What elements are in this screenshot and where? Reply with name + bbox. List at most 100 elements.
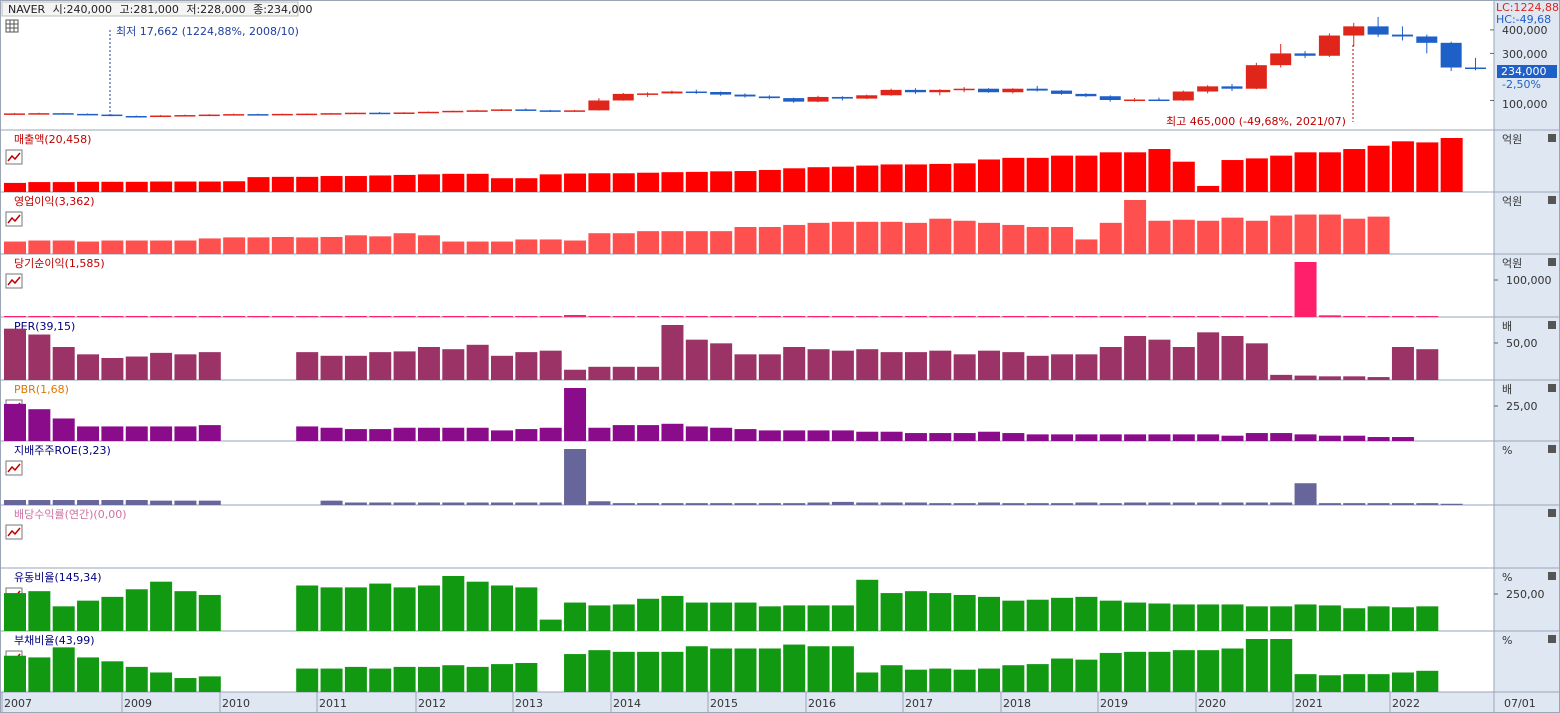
indicator-bar xyxy=(515,178,538,192)
candle-body xyxy=(1465,67,1486,70)
indicator-bar xyxy=(1197,220,1220,254)
indicator-bar xyxy=(417,174,440,192)
indicator-bar xyxy=(150,672,173,692)
indicator-bar xyxy=(710,316,733,317)
high-annotation: 최고 465,000 (-49,68%, 2021/07) xyxy=(1166,115,1346,128)
indicator-bar xyxy=(564,388,587,441)
indicator-bar xyxy=(1026,227,1049,254)
candle-body xyxy=(856,95,878,99)
price-tick-300k: 300,000 xyxy=(1502,48,1548,61)
indicator-bar xyxy=(77,241,100,254)
indicator-bar xyxy=(637,503,660,505)
x-axis-label: 2016 xyxy=(808,697,836,710)
indicator-bar xyxy=(442,349,465,380)
candle-body xyxy=(125,116,147,118)
indicator-bar xyxy=(734,648,757,692)
indicator-bar xyxy=(953,316,976,317)
indicator-bar xyxy=(637,425,660,441)
indicator-bar xyxy=(320,236,343,254)
indicator-bar xyxy=(1075,316,1098,317)
indicator-bar xyxy=(588,605,611,631)
indicator-bar xyxy=(856,672,879,692)
indicator-bar xyxy=(296,237,319,254)
indicator-bar xyxy=(831,350,854,380)
panel-close-icon[interactable] xyxy=(1548,258,1556,266)
indicator-bar xyxy=(710,171,733,192)
indicator-bar xyxy=(442,576,465,631)
indicator-bar xyxy=(101,358,124,380)
indicator-bar xyxy=(1318,675,1341,692)
indicator-bar xyxy=(758,354,781,380)
candle-body xyxy=(296,113,318,116)
indicator-bar xyxy=(1099,152,1122,192)
indicator-bar xyxy=(77,426,100,441)
x-axis-label: 2007 xyxy=(4,697,32,710)
indicator-bar xyxy=(685,231,708,254)
indicator-settings-icon[interactable] xyxy=(5,149,23,165)
panel-close-icon[interactable] xyxy=(1548,384,1556,392)
indicator-bar xyxy=(174,426,197,441)
panel-close-icon[interactable] xyxy=(1548,572,1556,580)
indicator-bar xyxy=(539,174,562,192)
indicator-bar xyxy=(1099,316,1122,317)
indicator-bar xyxy=(1270,316,1293,317)
panel-close-icon[interactable] xyxy=(1548,196,1556,204)
candle-body xyxy=(710,92,732,95)
panel-close-icon[interactable] xyxy=(1548,509,1556,517)
price-tick-400k: 400,000 xyxy=(1502,24,1548,37)
indicator-bar xyxy=(4,241,26,254)
indicator-bar xyxy=(77,316,100,317)
indicator-bar xyxy=(758,430,781,441)
indicator-settings-icon[interactable] xyxy=(5,460,23,476)
indicator-bar xyxy=(174,181,197,192)
indicator-bar xyxy=(344,666,367,692)
candle-body xyxy=(101,114,123,117)
panel-close-icon[interactable] xyxy=(1548,134,1556,142)
indicator-bar xyxy=(1075,596,1098,631)
indicator-bar xyxy=(125,426,148,441)
indicator-bar xyxy=(417,666,440,692)
indicator-bar xyxy=(1026,434,1049,441)
indicator-bar xyxy=(1343,376,1366,380)
indicator-bar xyxy=(369,236,392,254)
grid-toggle-icon[interactable] xyxy=(5,19,19,33)
indicator-bar xyxy=(904,669,927,692)
indicator-bar xyxy=(831,501,854,505)
indicator-bar xyxy=(1343,316,1366,317)
indicator-bar xyxy=(150,352,173,380)
indicator-bar xyxy=(758,648,781,692)
indicator-bar xyxy=(174,500,197,505)
indicator-bar xyxy=(466,241,489,254)
indicator-settings-icon[interactable] xyxy=(5,524,23,540)
panel-close-icon[interactable] xyxy=(1548,635,1556,643)
panel-close-icon[interactable] xyxy=(1548,445,1556,453)
indicator-bar xyxy=(637,172,660,192)
indicator-bar xyxy=(1075,155,1098,192)
candle-body xyxy=(1148,99,1170,102)
indicator-bar xyxy=(758,316,781,317)
indicator-bar xyxy=(1148,651,1171,692)
indicator-bar xyxy=(28,316,51,317)
candle-body xyxy=(1416,36,1438,43)
indicator-bar xyxy=(198,676,221,692)
indicator-bar xyxy=(685,646,708,692)
indicator-label: PER(39,15) xyxy=(14,320,75,333)
candle-body xyxy=(929,89,951,93)
indicator-settings-icon[interactable] xyxy=(5,211,23,227)
indicator-bar xyxy=(588,501,611,505)
indicator-bar xyxy=(1391,347,1414,380)
indicator-settings-icon[interactable] xyxy=(5,273,23,289)
indicator-bar xyxy=(929,433,952,441)
panel-close-icon[interactable] xyxy=(1548,321,1556,329)
indicator-bar xyxy=(904,164,927,192)
indicator-bar xyxy=(929,593,952,631)
indicator-bar xyxy=(198,181,221,192)
indicator-bar xyxy=(1197,185,1220,192)
indicator-bar xyxy=(1294,214,1317,254)
indicator-bar xyxy=(539,619,562,631)
indicator-bar xyxy=(1318,152,1341,192)
indicator-bar xyxy=(442,173,465,192)
indicator-bar xyxy=(1075,239,1098,254)
indicator-bar xyxy=(1051,155,1074,192)
candle-body xyxy=(344,112,366,115)
